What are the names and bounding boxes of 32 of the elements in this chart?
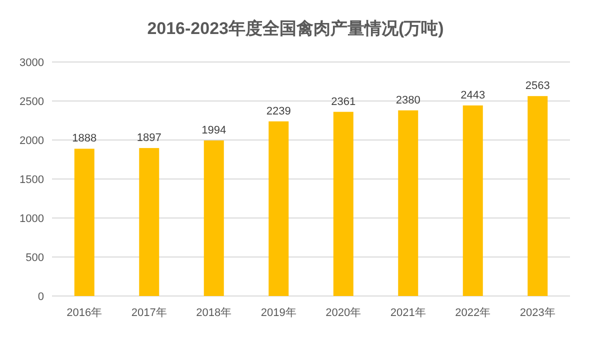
y-tick-label: 0 [38,291,44,303]
bar [333,112,354,296]
y-tick-label: 2500 [20,96,44,108]
data-label: 1994 [202,124,226,136]
data-label: 2361 [331,96,356,108]
x-tick-label: 2018年 [196,307,232,319]
bar [139,148,160,296]
chart-title: 2016-2023年度全国禽肉产量情况(万吨) [147,19,444,38]
y-tick-label: 1000 [20,213,44,225]
data-label: 2380 [396,94,420,106]
x-tick-label: 2016年 [66,307,102,319]
bar [462,105,483,296]
bar [268,121,289,296]
y-tick-label: 3000 [20,57,44,69]
x-tick-label: 2019年 [260,307,296,319]
y-tick-label: 1500 [20,174,44,186]
x-tick-label: 2020年 [326,307,362,319]
data-label: 1888 [72,132,97,145]
x-tick-label: 2023年 [520,307,556,319]
x-tick-label: 2017年 [131,307,167,319]
data-label: 2239 [266,105,291,118]
y-tick-label: 500 [26,252,44,264]
bar [398,110,418,296]
x-tick-label: 2021年 [390,307,426,319]
bar [74,148,94,296]
x-tick-label: 2022年 [455,307,491,319]
bar [204,140,224,296]
y-tick-label: 2000 [20,135,44,147]
data-label: 2443 [460,89,486,102]
bar [528,96,548,296]
data-label: 2563 [525,80,550,92]
data-label: 1897 [136,132,162,144]
